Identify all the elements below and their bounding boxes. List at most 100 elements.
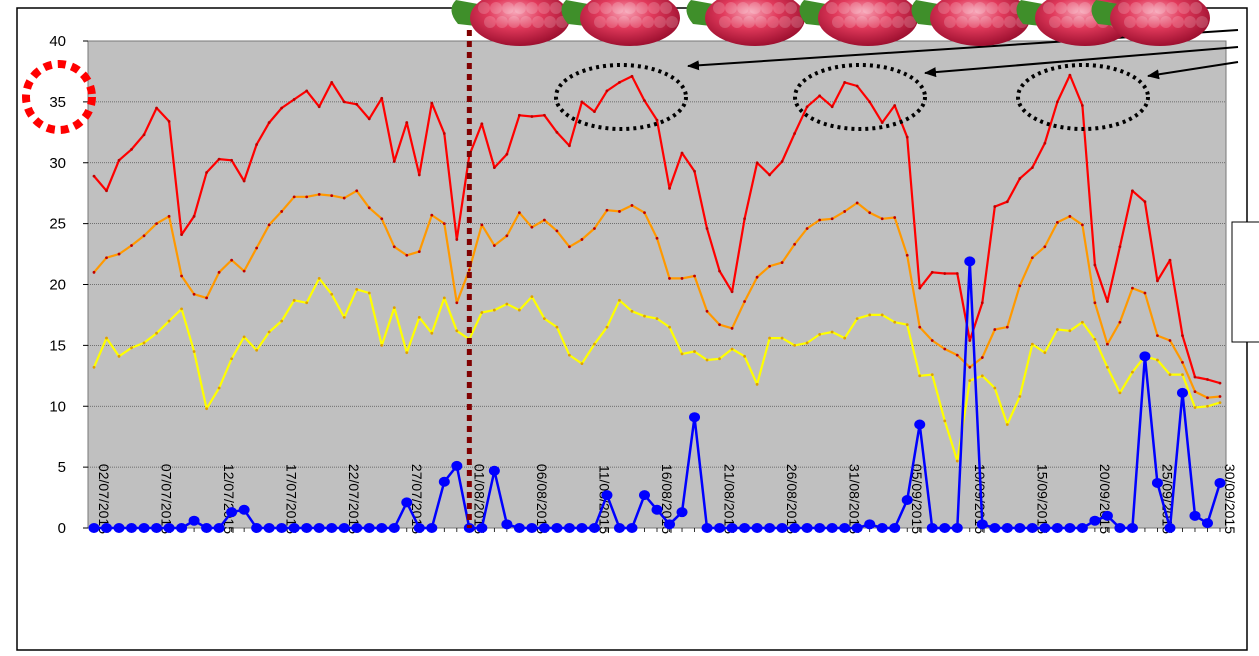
data-point <box>267 223 271 227</box>
data-point <box>793 132 797 135</box>
data-point <box>1189 510 1201 521</box>
raspberry-drupelet <box>737 2 749 14</box>
data-point <box>730 290 734 294</box>
data-point <box>205 407 209 411</box>
data-point <box>780 160 784 163</box>
raspberry-drupelet <box>1055 2 1067 14</box>
data-point <box>226 507 238 518</box>
x-tick-label: 31/08/2015 <box>847 464 863 534</box>
data-point <box>92 365 96 369</box>
data-point <box>1126 523 1138 533</box>
data-point <box>868 100 872 104</box>
data-point <box>1218 395 1222 398</box>
data-point <box>1118 391 1122 395</box>
raspberry-drupelet <box>478 2 490 14</box>
data-point <box>793 343 797 347</box>
raspberry-drupelet <box>743 16 755 28</box>
data-point <box>163 523 175 533</box>
data-point <box>305 301 309 305</box>
data-point <box>92 174 96 178</box>
data-point <box>1018 395 1022 398</box>
x-tick-label: 30/09/2015 <box>1222 464 1238 534</box>
data-point <box>105 256 108 260</box>
raspberry-icon <box>1110 0 1210 46</box>
raspberry-drupelet <box>1049 16 1061 28</box>
data-point <box>555 325 559 329</box>
y-tick-label: 15 <box>49 337 66 354</box>
data-point <box>1156 279 1159 283</box>
data-point <box>868 211 872 215</box>
data-point <box>1080 104 1084 107</box>
data-point <box>1151 477 1163 488</box>
raspberry-drupelet <box>779 16 791 28</box>
data-point <box>551 523 563 533</box>
data-point <box>267 121 271 124</box>
data-point <box>993 205 997 208</box>
data-point <box>1043 245 1047 249</box>
data-point <box>1181 334 1184 338</box>
data-point <box>855 84 859 88</box>
data-point <box>593 342 596 346</box>
annotation-arrow <box>924 46 1239 78</box>
data-point <box>1018 284 1022 288</box>
data-point <box>843 336 847 340</box>
data-point <box>513 523 525 533</box>
data-point <box>1131 286 1134 290</box>
data-point <box>1055 100 1059 104</box>
x-tick-label: 21/08/2015 <box>722 464 738 534</box>
data-point <box>342 100 346 104</box>
data-point <box>405 253 409 257</box>
raspberry-drupelet <box>1124 16 1136 28</box>
data-point <box>1068 214 1072 218</box>
data-point <box>367 206 371 210</box>
raspberry-drupelet <box>630 16 642 28</box>
raspberry-drupelet <box>880 16 892 28</box>
data-point <box>405 121 409 124</box>
data-point <box>280 319 284 323</box>
data-point <box>1106 365 1109 369</box>
data-point <box>830 105 834 109</box>
data-point <box>764 523 776 533</box>
data-point <box>1093 301 1097 305</box>
data-point <box>930 373 934 376</box>
data-point <box>968 365 972 369</box>
data-point <box>676 507 688 518</box>
data-point <box>626 523 638 533</box>
data-point <box>680 352 684 356</box>
raspberry-drupelet <box>588 2 600 14</box>
raspberry-drupelet <box>856 16 868 28</box>
data-point <box>743 217 746 221</box>
raspberry-drupelet <box>1148 16 1160 28</box>
data-point <box>630 74 634 78</box>
x-tick-label: 05/09/2015 <box>909 464 925 534</box>
data-point <box>180 307 183 311</box>
data-point <box>530 225 534 229</box>
data-point <box>538 523 550 533</box>
data-point <box>830 330 834 334</box>
data-point <box>1168 373 1172 376</box>
y-tick-label: 10 <box>49 398 66 415</box>
raspberry-drupelet <box>508 16 520 28</box>
data-point <box>939 523 951 533</box>
raspberry-drupelet <box>761 2 773 14</box>
data-point <box>388 523 400 533</box>
data-point <box>1201 518 1213 529</box>
raspberry-drupelet <box>898 2 910 14</box>
data-point <box>1176 387 1188 398</box>
raspberry-drupelet <box>1067 2 1079 14</box>
data-point <box>167 119 171 123</box>
raspberry-drupelet <box>1073 16 1085 28</box>
raspberry-drupelet <box>962 2 974 14</box>
data-point <box>117 158 121 162</box>
data-point <box>1118 245 1122 249</box>
data-point <box>117 354 121 358</box>
raspberry-drupelet <box>1160 16 1172 28</box>
data-point <box>301 523 313 533</box>
data-point <box>417 315 421 319</box>
raspberry-drupelet <box>1079 2 1091 14</box>
data-point <box>930 339 934 342</box>
data-point <box>105 189 108 193</box>
data-point <box>880 217 884 221</box>
data-point <box>255 143 259 146</box>
